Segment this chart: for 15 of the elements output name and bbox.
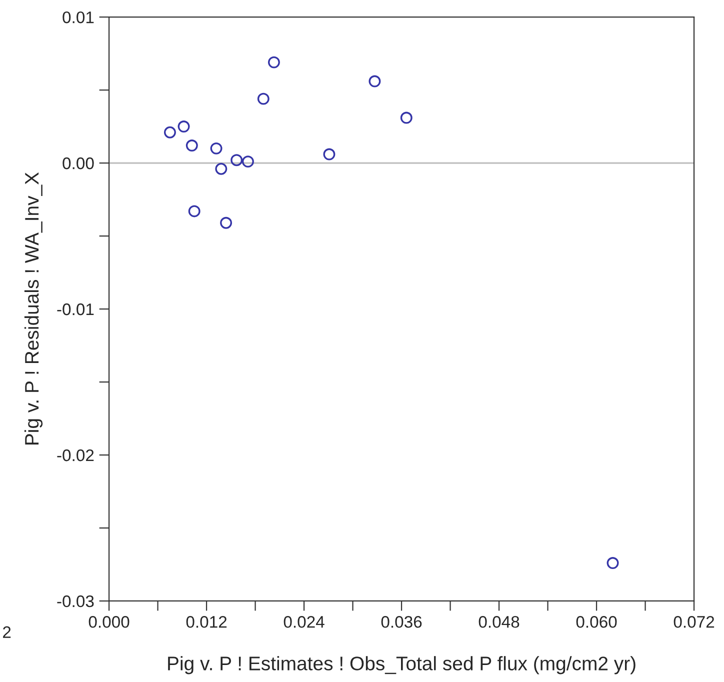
x-tick-label: 0.072 [674,616,714,628]
y-tick-label: -0.03 [57,595,94,608]
x-tick-label: 0.060 [576,616,617,628]
x-tick-label: 0.012 [186,616,227,628]
x-tick-label: 0.048 [478,616,520,628]
y-tick-label: 0.00 [62,157,94,170]
x-tick-label: 0.024 [284,616,324,628]
y-tick-label: -0.02 [57,449,94,462]
y-axis-title: Pig v. P ! Residuals ! WA_Inv_X [24,172,43,444]
x-axis-title: Pig v. P ! Estimates ! Obs_Total sed P flux (mg/cm2 yr) [168,656,636,674]
x-tick-label: 0.036 [381,616,422,628]
y-tick-label: -0.01 [57,303,94,316]
x-tick-label: 0.000 [88,616,130,628]
y-tick-label: 0.01 [62,11,94,24]
text: 2 [3,626,11,638]
